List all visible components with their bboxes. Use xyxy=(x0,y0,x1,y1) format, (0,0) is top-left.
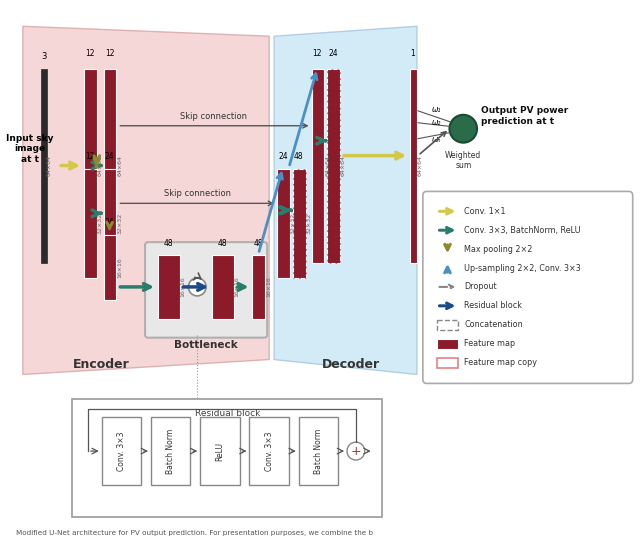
Text: 3: 3 xyxy=(41,52,46,61)
Text: ωₙ: ωₙ xyxy=(432,135,442,144)
Text: 32×32: 32×32 xyxy=(118,213,122,234)
Bar xyxy=(102,417,141,485)
Text: Decoder: Decoder xyxy=(322,357,380,370)
Text: 12: 12 xyxy=(105,49,115,58)
Text: 12: 12 xyxy=(85,151,95,161)
Text: 32×32: 32×32 xyxy=(98,213,103,234)
Text: Skip connection: Skip connection xyxy=(180,112,248,121)
Text: 24: 24 xyxy=(278,151,288,161)
Text: Batch Norm: Batch Norm xyxy=(166,428,175,473)
Bar xyxy=(327,69,340,263)
Bar xyxy=(104,235,116,300)
Bar xyxy=(252,255,265,319)
FancyBboxPatch shape xyxy=(423,192,633,383)
Bar xyxy=(299,417,338,485)
Bar xyxy=(212,255,234,319)
Text: 16×16: 16×16 xyxy=(118,257,122,279)
Text: Output PV power
prediction at t: Output PV power prediction at t xyxy=(481,106,568,125)
FancyBboxPatch shape xyxy=(145,242,267,338)
Text: Conv. 3×3: Conv. 3×3 xyxy=(265,431,274,471)
Text: Residual block: Residual block xyxy=(464,301,522,310)
Bar xyxy=(436,357,458,368)
Text: 64×64: 64×64 xyxy=(325,155,330,176)
Text: Conv. 3×3: Conv. 3×3 xyxy=(117,431,126,471)
Bar xyxy=(293,168,306,278)
Bar xyxy=(277,168,290,278)
Text: 16×16: 16×16 xyxy=(266,276,271,298)
Text: 16×16: 16×16 xyxy=(180,276,186,298)
Bar xyxy=(410,69,417,263)
Bar xyxy=(40,69,47,263)
Bar xyxy=(312,69,324,263)
Text: 48: 48 xyxy=(294,151,303,161)
Text: Bottleneck: Bottleneck xyxy=(174,339,238,350)
Text: Max pooling 2×2: Max pooling 2×2 xyxy=(464,244,532,254)
Text: 12: 12 xyxy=(85,49,95,58)
Text: Skip connection: Skip connection xyxy=(164,190,231,198)
Text: Residual block: Residual block xyxy=(195,409,260,418)
Text: 64×64: 64×64 xyxy=(98,155,103,176)
Text: 24: 24 xyxy=(105,218,115,227)
Bar xyxy=(104,69,116,263)
Text: 48: 48 xyxy=(218,239,228,248)
Text: Up-sampling 2×2, Conv. 3×3: Up-sampling 2×2, Conv. 3×3 xyxy=(464,263,581,273)
Bar xyxy=(72,399,383,517)
Text: 12: 12 xyxy=(313,49,322,58)
Bar xyxy=(84,69,97,263)
Text: Dropout: Dropout xyxy=(464,282,497,292)
Text: 48: 48 xyxy=(164,239,173,248)
Bar xyxy=(200,417,239,485)
Text: 24: 24 xyxy=(105,151,115,161)
Polygon shape xyxy=(23,26,269,375)
Bar xyxy=(104,168,116,278)
Bar xyxy=(84,168,97,278)
Text: Feature map: Feature map xyxy=(464,339,515,348)
Text: ReLU: ReLU xyxy=(216,441,225,460)
Text: 64×64: 64×64 xyxy=(418,155,423,176)
Text: ω₂: ω₂ xyxy=(432,118,442,127)
Text: Input sky
image
at t: Input sky image at t xyxy=(6,134,54,163)
Text: Modified U-Net architecture for PV output prediction. For presentation purposes,: Modified U-Net architecture for PV outpu… xyxy=(16,529,373,535)
Text: Feature map copy: Feature map copy xyxy=(464,358,537,367)
Text: 32×32: 32×32 xyxy=(291,213,296,234)
Text: Conv. 3×3, BatchNorm, ReLU: Conv. 3×3, BatchNorm, ReLU xyxy=(464,226,581,235)
Bar xyxy=(158,255,179,319)
Text: 48: 48 xyxy=(253,239,263,248)
Text: 32×32: 32×32 xyxy=(307,213,312,234)
Circle shape xyxy=(449,115,477,143)
Text: Encoder: Encoder xyxy=(74,357,130,370)
Circle shape xyxy=(188,278,206,296)
Text: Weighted
sum: Weighted sum xyxy=(445,150,481,170)
Text: ω₁: ω₁ xyxy=(432,105,442,113)
Bar xyxy=(436,320,458,330)
Text: 1: 1 xyxy=(411,49,415,58)
Circle shape xyxy=(347,442,365,460)
Bar xyxy=(250,417,289,485)
Text: Conv. 1×1: Conv. 1×1 xyxy=(464,207,506,216)
Bar xyxy=(151,417,190,485)
Text: Concatenation: Concatenation xyxy=(464,320,523,329)
Polygon shape xyxy=(274,26,417,375)
Text: 24: 24 xyxy=(328,49,338,58)
Bar xyxy=(436,339,458,349)
Text: Batch Norm: Batch Norm xyxy=(314,428,323,473)
Text: 64×64: 64×64 xyxy=(341,155,346,176)
Text: 16×16: 16×16 xyxy=(235,276,240,298)
Text: 64×64: 64×64 xyxy=(47,155,51,176)
Text: +: + xyxy=(351,445,361,458)
Text: 64×64: 64×64 xyxy=(118,155,122,176)
